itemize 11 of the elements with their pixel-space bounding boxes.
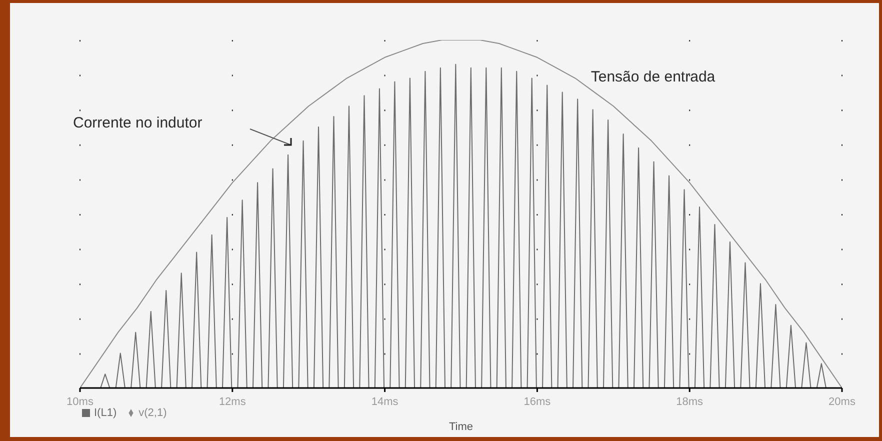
x-tick-label: 12ms (218, 396, 246, 408)
x-tick-label: 14ms (371, 396, 399, 408)
annotation: Tensão de entrada (590, 68, 716, 86)
x-tick-label: 10ms (66, 396, 94, 408)
x-axis-title: Time (448, 421, 474, 433)
legend-label: v(2,1) (138, 407, 167, 419)
annotation: Corrente no indutor (73, 114, 202, 132)
legend-label: I(L1) (94, 407, 117, 419)
x-tick-label: 16ms (524, 396, 552, 408)
x-tick-label: 18ms (676, 396, 704, 408)
x-tick-label: 20ms (828, 396, 856, 408)
